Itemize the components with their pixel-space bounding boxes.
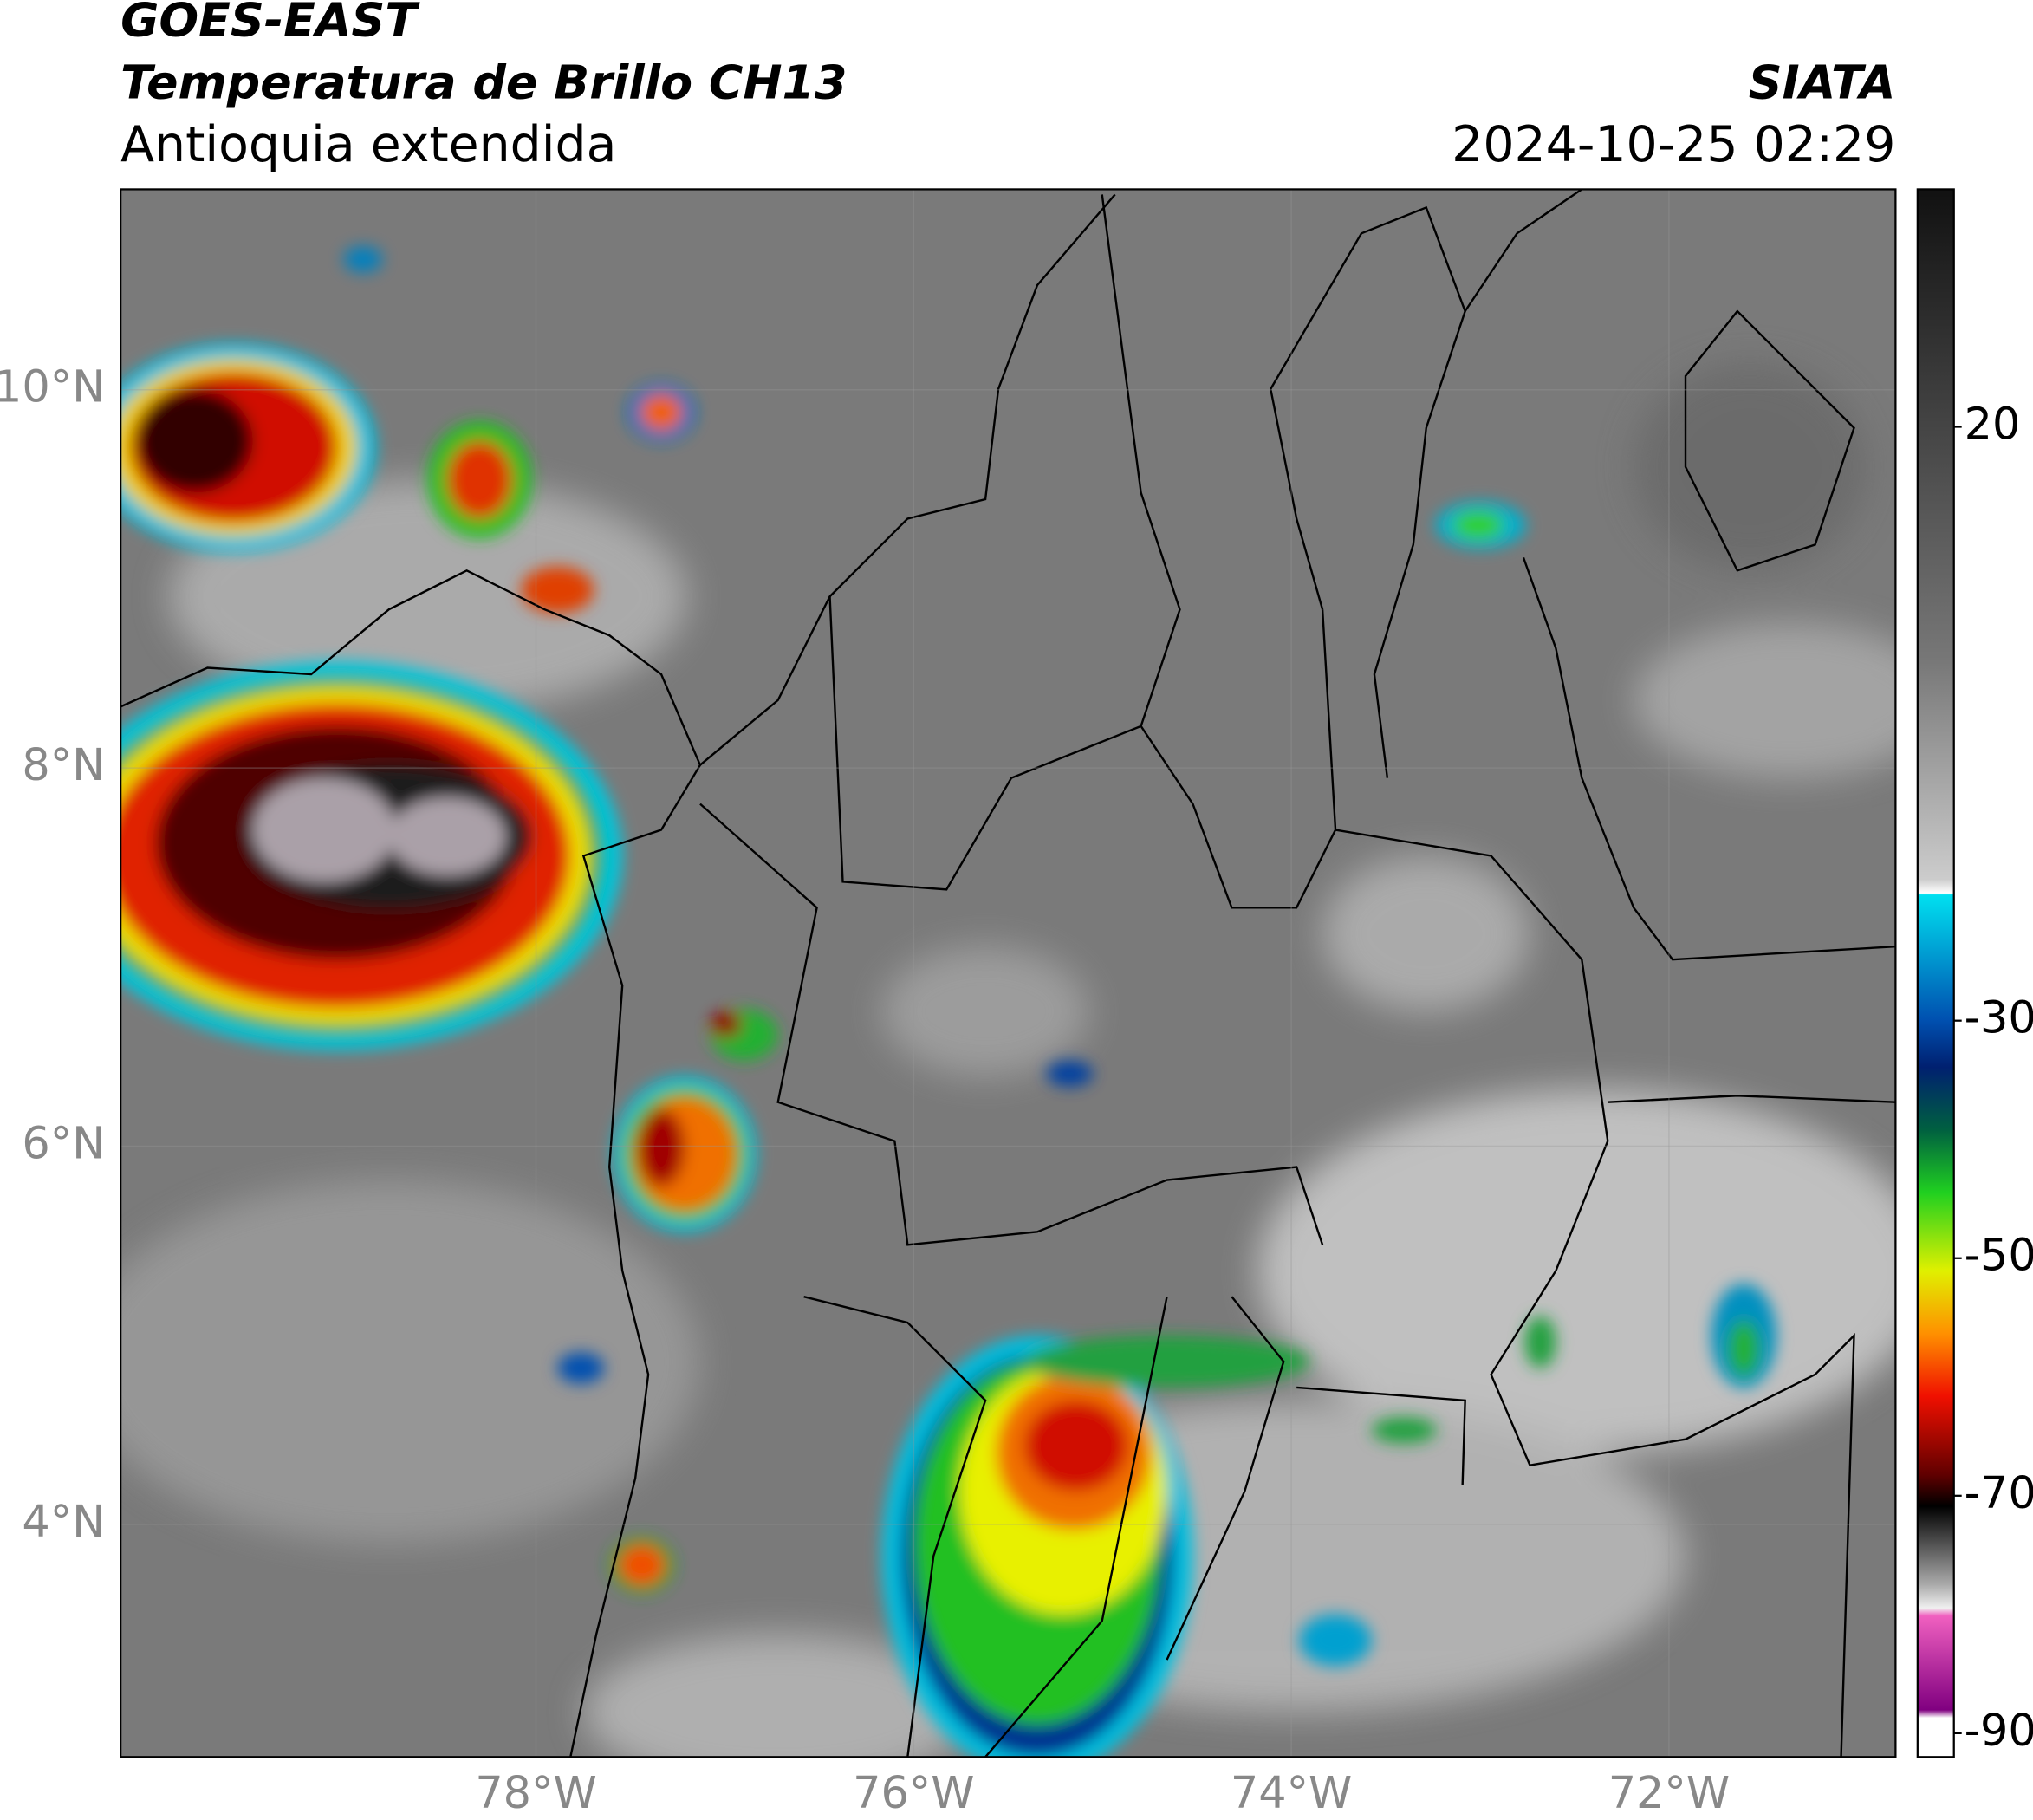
y-tick-label: 10°N <box>0 361 105 413</box>
satellite-image <box>120 189 1896 1758</box>
title: GOES-EAST <box>120 0 420 48</box>
colorbar-tick-label: -30 <box>1965 992 2033 1043</box>
x-tick-label: 74°W <box>1231 1767 1352 1818</box>
colorbar-tick-label: 20 <box>1965 399 2021 450</box>
map-frame <box>120 188 1897 1758</box>
colorbar-tick-label: -70 <box>1965 1467 2033 1518</box>
colorbar <box>1916 188 1955 1758</box>
x-tick-label: 78°W <box>475 1767 596 1818</box>
x-tick-label: 76°W <box>853 1767 974 1818</box>
region: Antioquia extendida <box>120 116 616 173</box>
borders <box>120 189 1896 1758</box>
x-tick-label: 72°W <box>1608 1767 1730 1818</box>
colorbar-tick-label: -50 <box>1965 1230 2033 1281</box>
datetime: 2024-10-25 02:29 <box>1452 116 1895 173</box>
grid <box>120 189 1896 1758</box>
source: SIATA <box>1749 55 1896 109</box>
y-tick-label: 4°N <box>22 1496 105 1547</box>
subtitle: Temperatura de Brillo CH13 <box>120 55 847 109</box>
y-tick-label: 8°N <box>22 739 105 790</box>
colorbar-tick-label: -90 <box>1965 1705 2033 1756</box>
y-tick-label: 6°N <box>22 1118 105 1169</box>
